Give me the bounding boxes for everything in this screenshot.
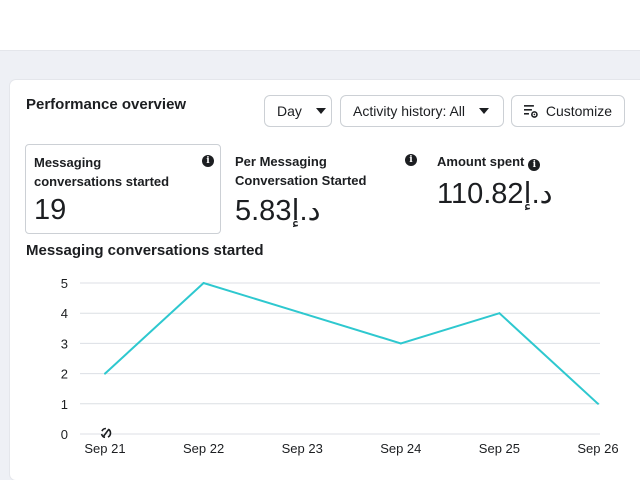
settings-sliders-icon (524, 105, 538, 118)
metric-card-conversations[interactable]: Messaging conversations started i 19 (25, 144, 221, 234)
page-title: Performance overview (26, 96, 187, 113)
customize-label: Customize (545, 103, 612, 119)
performance-card: Performance overview Day Activity histor… (10, 80, 640, 480)
info-icon[interactable]: i (405, 154, 417, 166)
metric-value: 110.82د.إ (437, 178, 553, 210)
top-bar (0, 0, 640, 51)
x-axis: Sep 21 Sep 22 Sep 23 Sep 24 Sep 25 Sep 26 (84, 441, 618, 456)
activity-history-label: Activity history: All (353, 103, 466, 119)
day-dropdown-label: Day (277, 103, 302, 119)
data-point[interactable] (104, 372, 106, 375)
data-point[interactable] (399, 342, 402, 345)
data-point[interactable] (202, 282, 205, 284)
x-tick-label: Sep 22 (183, 441, 224, 456)
chart-title: Messaging conversations started (26, 242, 264, 259)
metric-label: Per Messaging Conversation Started (235, 154, 367, 188)
metric-label: Messaging conversations started (34, 155, 170, 189)
data-point[interactable] (498, 312, 501, 315)
metric-value: 5.83د.إ (235, 195, 321, 227)
y-tick-label: 3 (61, 336, 68, 351)
data-point[interactable] (597, 402, 599, 405)
info-icon[interactable]: i (202, 155, 214, 167)
chart-loading-icon (100, 427, 112, 439)
y-tick-label: 0 (61, 427, 68, 442)
x-tick-label: Sep 26 (577, 441, 618, 456)
metric-label: Amount spent (437, 154, 525, 169)
metric-card-amount-spent[interactable]: Amount spent i 110.82د.إ (437, 144, 637, 234)
y-tick-label: 2 (61, 367, 68, 382)
chevron-down-icon (479, 108, 490, 114)
y-axis: 0 1 2 3 4 5 (61, 276, 68, 442)
chevron-down-icon (315, 108, 326, 114)
x-tick-label: Sep 23 (282, 441, 323, 456)
y-tick-label: 5 (61, 276, 68, 291)
x-tick-label: Sep 25 (479, 441, 520, 456)
metric-value: 19 (34, 194, 67, 226)
chart-grid (80, 282, 600, 435)
metric-card-cost-per-conversation[interactable]: Per Messaging Conversation Started i 5.8… (235, 144, 425, 234)
info-icon[interactable]: i (528, 159, 541, 171)
y-tick-label: 1 (61, 397, 68, 412)
data-point[interactable] (301, 312, 304, 315)
series-line (104, 281, 599, 405)
x-tick-label: Sep 24 (380, 441, 421, 456)
series-points (104, 282, 599, 405)
x-tick-label: Sep 21 (84, 441, 125, 456)
y-tick-label: 4 (61, 306, 68, 321)
day-dropdown[interactable]: Day (264, 95, 332, 127)
customize-button[interactable]: Customize (511, 95, 625, 127)
activity-history-dropdown[interactable]: Activity history: All (340, 95, 504, 127)
